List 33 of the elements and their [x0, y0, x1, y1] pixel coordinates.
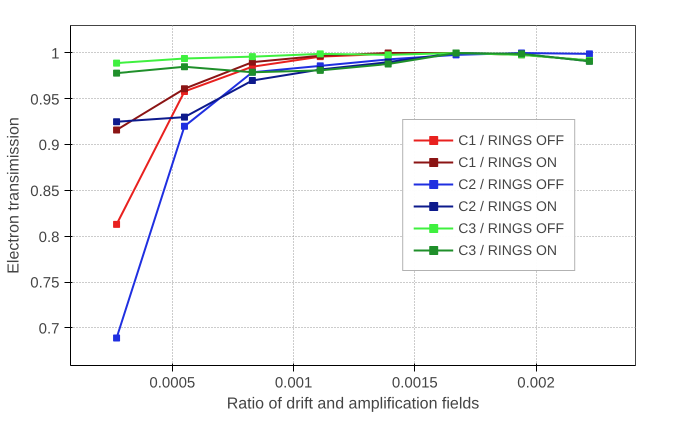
point [113, 126, 120, 134]
legend-label: C1 / RINGS OFF [458, 132, 564, 148]
legend-label: C3 / RINGS OFF [458, 220, 564, 236]
point [586, 50, 593, 58]
legend-label: C1 / RINGS ON [458, 154, 557, 170]
legend-label: C2 / RINGS ON [458, 198, 557, 214]
y-tick-label: 0.9 [38, 137, 60, 154]
point [248, 76, 256, 84]
point [113, 334, 120, 342]
x-axis-title: Ratio of drift and amplification fields [226, 396, 480, 412]
legend-label: C3 / RINGS ON [458, 242, 557, 258]
point [180, 114, 188, 121]
x-tick-label: 0.001 [274, 374, 312, 392]
y-tick-label: 0.7 [38, 320, 60, 338]
point [113, 70, 120, 77]
y-tick-label: 0.75 [30, 274, 60, 292]
point [180, 122, 188, 130]
y-tick-label: 0.85 [30, 182, 60, 200]
point [180, 85, 188, 92]
y-tick-label: 0.95 [30, 91, 60, 108]
point [248, 53, 256, 60]
y-tick-label: 0.8 [38, 228, 60, 246]
legend-label: C2 / RINGS OFF [458, 176, 564, 192]
x-tick-label: 0.0015 [392, 374, 438, 392]
x-tick-label: 0.002 [517, 374, 555, 392]
point [180, 54, 188, 62]
point [113, 220, 120, 228]
point [180, 63, 188, 70]
y-tick-label: 1 [51, 45, 60, 62]
point [113, 118, 120, 126]
y-axis-title: Electron transimission [5, 117, 22, 274]
point [113, 60, 120, 67]
x-tick-label: 0.0005 [149, 374, 196, 392]
